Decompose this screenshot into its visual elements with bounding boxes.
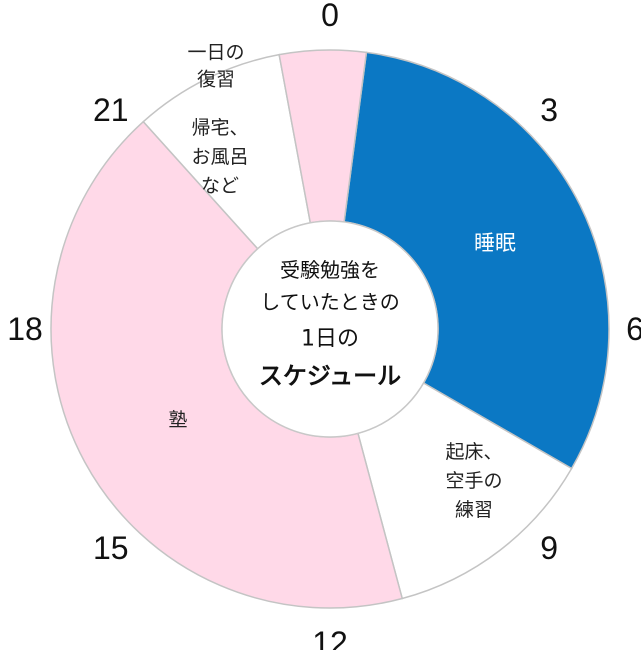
ring-layer [50, 49, 610, 609]
hour-tick-15: 15 [93, 530, 129, 566]
segment-label-4: 一日の復習 [187, 42, 244, 91]
center-title-line-3: スケジュール [259, 362, 401, 390]
center-title-line-1: していたときの [260, 290, 399, 314]
hour-tick-18: 18 [7, 311, 43, 347]
center-title-line-2: 1日の [301, 327, 359, 352]
hour-tick-labels: 0 3 6 9 12 15 18 21 [7, 0, 641, 650]
segment-label-2: 塾 [168, 409, 187, 431]
hour-tick-6: 6 [626, 311, 641, 347]
hour-tick-3: 3 [540, 92, 558, 128]
center-title-line-0: 受験勉強を [280, 258, 380, 282]
hour-tick-0: 0 [321, 0, 339, 33]
segment-label-1: 起床、空手の練習 [445, 441, 502, 521]
segment-label-0: 睡眠 [474, 231, 516, 255]
donut-hole [221, 220, 439, 438]
segment-label-3: 帰宅、お風呂など [191, 117, 248, 197]
hour-tick-21: 21 [93, 92, 129, 128]
hour-tick-12: 12 [312, 625, 348, 650]
hour-tick-9: 9 [540, 530, 558, 566]
